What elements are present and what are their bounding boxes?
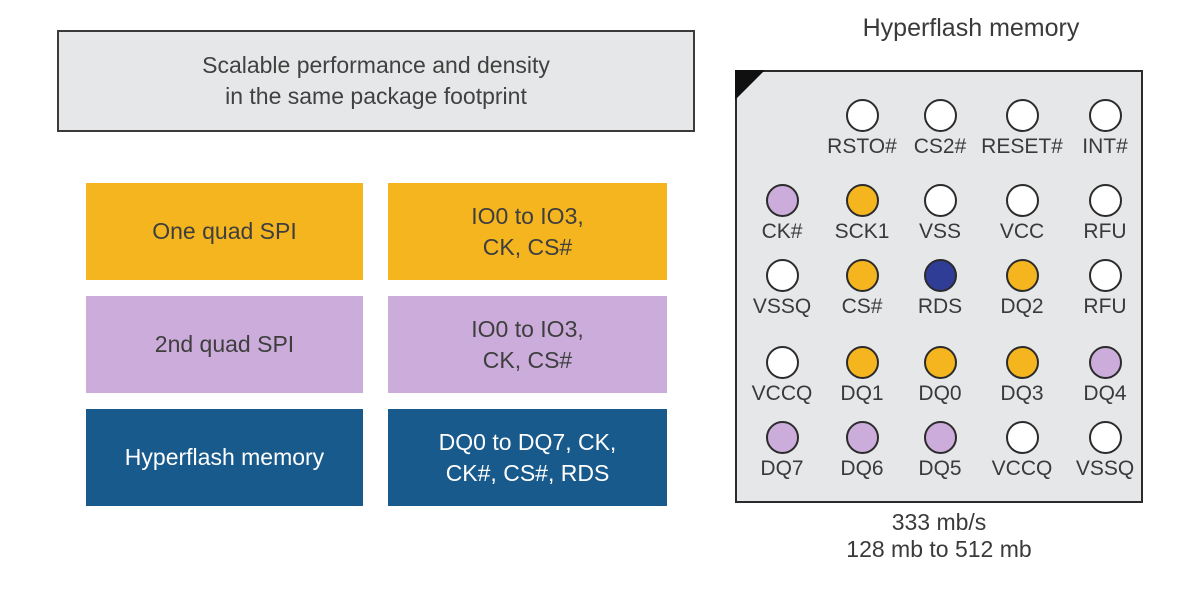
ball-ck	[765, 183, 799, 217]
interface-signals-box-label: IO0 to IO3, CK, CS#	[471, 202, 584, 260]
interface-name-box-label: Hyperflash memory	[124, 444, 325, 470]
interface-name-box-2: 2nd quad SPI	[86, 296, 363, 393]
ball-cs2	[923, 98, 957, 132]
ball-dq2	[1005, 258, 1039, 292]
ball-label-dq2: DQ2	[1000, 295, 1044, 318]
ball-label-vss: VSS	[918, 220, 962, 243]
package-title: Hyperflash memory	[862, 14, 1080, 42]
ball-vccq	[765, 345, 799, 379]
ball-rfu	[1088, 183, 1122, 217]
interface-signals-box-label: DQ0 to DQ7, CK, CK#, CS#, RDS	[438, 428, 617, 486]
ball-dq5	[923, 420, 957, 454]
ball-cs	[845, 258, 879, 292]
ball-label-vccq: VCCQ	[751, 382, 813, 405]
ball-label-dq5: DQ5	[918, 457, 962, 480]
ball-dq6	[845, 420, 879, 454]
interface-signals-box-3: DQ0 to DQ7, CK, CK#, CS#, RDS	[388, 409, 667, 506]
ball-sck1	[845, 183, 879, 217]
ball-label-cs2: CS2#	[913, 135, 967, 158]
interface-name-box-label: 2nd quad SPI	[154, 331, 295, 357]
ball-label-ck: CK#	[761, 220, 803, 243]
ball-dq7	[765, 420, 799, 454]
ball-label-dq3: DQ3	[1000, 382, 1044, 405]
ball-dq0	[923, 345, 957, 379]
ball-vssq	[765, 258, 799, 292]
ball-vss	[923, 183, 957, 217]
ball-int	[1088, 98, 1122, 132]
ball-label-dq4: DQ4	[1083, 382, 1127, 405]
interface-signals-box-label: IO0 to IO3, CK, CS#	[471, 315, 584, 373]
ball-vssq	[1088, 420, 1122, 454]
ball-label-rds: RDS	[917, 295, 963, 318]
ball-label-vccq: VCCQ	[991, 457, 1053, 480]
pin1-corner-marker-icon	[735, 70, 765, 100]
interface-signals-box-1: IO0 to IO3, CK, CS#	[388, 183, 667, 280]
ball-dq1	[845, 345, 879, 379]
header-box: Scalable performance and density in the …	[57, 30, 695, 132]
ball-label-sck1: SCK1	[834, 220, 890, 243]
ball-label-dq1: DQ1	[840, 382, 884, 405]
ball-vcc	[1005, 183, 1039, 217]
ball-label-vssq: VSSQ	[1075, 457, 1135, 480]
ball-dq3	[1005, 345, 1039, 379]
package-caption: 333 mb/s 128 mb to 512 mb	[846, 509, 1032, 562]
ball-label-vssq: VSSQ	[752, 295, 812, 318]
ball-label-cs: CS#	[841, 295, 883, 318]
interface-name-box-label: One quad SPI	[152, 218, 297, 244]
ball-label-rsto: RSTO#	[827, 135, 897, 158]
ball-label-dq7: DQ7	[760, 457, 804, 480]
ball-rds	[923, 258, 957, 292]
ball-label-reset: RESET#	[981, 135, 1063, 158]
ball-vccq	[1005, 420, 1039, 454]
ball-rfu	[1088, 258, 1122, 292]
interface-name-box-1: One quad SPI	[86, 183, 363, 280]
ball-label-dq0: DQ0	[918, 382, 962, 405]
ball-label-rfu: RFU	[1083, 220, 1127, 243]
interface-signals-box-2: IO0 to IO3, CK, CS#	[388, 296, 667, 393]
ball-label-int: INT#	[1082, 135, 1128, 158]
header-text: Scalable performance and density in the …	[202, 52, 550, 109]
interface-name-box-3: Hyperflash memory	[86, 409, 363, 506]
ball-label-rfu: RFU	[1083, 295, 1127, 318]
ball-rsto	[845, 98, 879, 132]
ball-reset	[1005, 98, 1039, 132]
memory-package-diagram: RSTO# CS2# RESET# INT# CK# SCK1 VSS VCC RFU VSSQ C…	[735, 70, 1143, 503]
ball-dq4	[1088, 345, 1122, 379]
ball-label-dq6: DQ6	[840, 457, 884, 480]
ball-label-vcc: VCC	[999, 220, 1045, 243]
